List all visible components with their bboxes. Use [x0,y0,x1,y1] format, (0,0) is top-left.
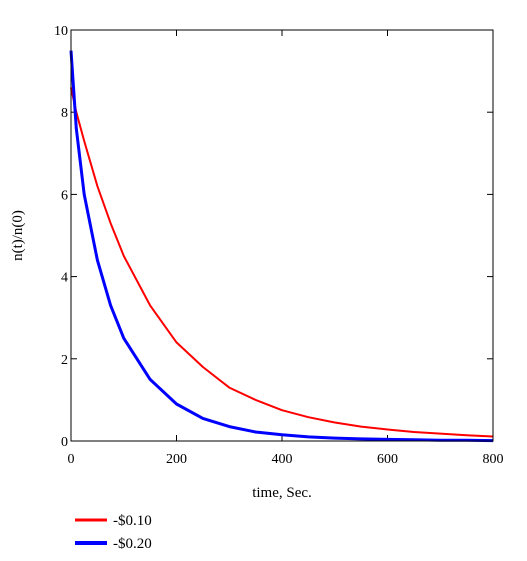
y-tick-label: 6 [61,188,68,203]
x-axis-label: time, Sec. [252,485,312,501]
legend: -$0.10 -$0.20 [75,513,152,552]
x-tick-label: 800 [483,452,504,467]
y-tick-label: 10 [54,24,68,39]
y-tick-label: 0 [61,435,68,450]
x-tick-label: 0 [68,452,75,467]
tick-labels: 0 200 400 600 800 0 2 4 6 8 10 [54,24,504,467]
series-line-2 [69,50,494,443]
legend-label: -$0.10 [113,513,152,529]
plot-frame [70,29,494,442]
y-tick-label: 8 [61,106,68,121]
legend-label: -$0.20 [113,536,152,552]
y-tick-label: 4 [61,271,68,286]
series-line-1 [70,87,494,438]
x-tick-label: 600 [377,452,398,467]
x-tick-label: 400 [272,452,293,467]
series-lines [69,50,494,443]
y-tick-label: 2 [61,353,68,368]
axis-ticks [70,29,494,442]
y-axis-label: n(t)/n(0) [10,210,26,261]
x-tick-label: 200 [166,452,187,467]
